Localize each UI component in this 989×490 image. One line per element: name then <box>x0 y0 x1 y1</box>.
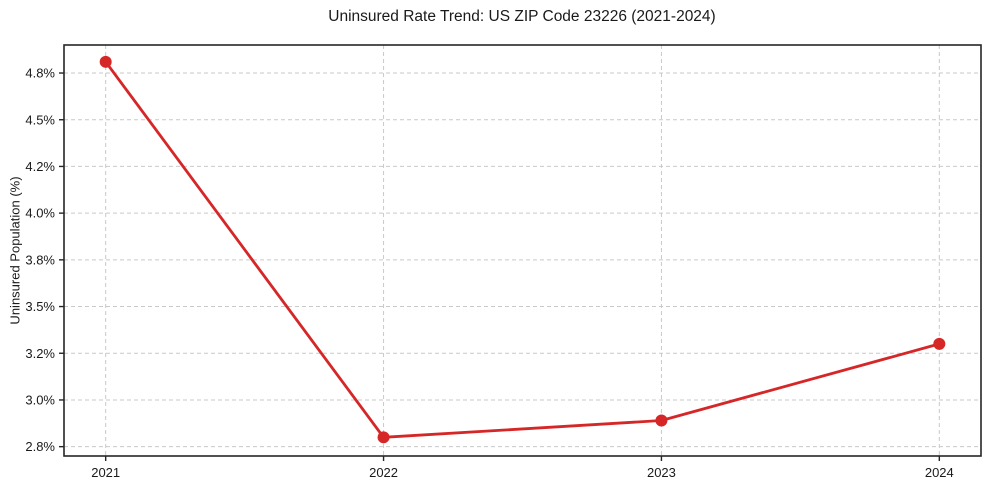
y-axis-label: Uninsured Population (%) <box>8 176 23 324</box>
x-tick-label: 2023 <box>647 465 676 480</box>
y-tick-label: 3.5% <box>25 299 55 314</box>
series-uninsured-rate <box>99 55 946 444</box>
y-tick-label: 4.5% <box>25 112 55 127</box>
gridlines <box>64 45 981 456</box>
x-tick-label: 2021 <box>91 465 120 480</box>
y-tick-label: 3.2% <box>25 346 55 361</box>
x-tick-label: 2022 <box>369 465 398 480</box>
y-tick-label: 2.8% <box>25 439 55 454</box>
trend-line <box>104 60 941 439</box>
y-tick-label: 4.2% <box>25 159 55 174</box>
y-tick-label: 4.8% <box>25 66 55 81</box>
data-point-marker <box>933 337 946 350</box>
data-point-marker <box>655 414 668 427</box>
axis-ticks <box>59 72 941 461</box>
x-tick-label: 2024 <box>925 465 954 480</box>
plot-frame <box>63 44 982 457</box>
y-tick-label: 4.0% <box>25 206 55 221</box>
data-point-marker <box>99 55 112 68</box>
chart-title: Uninsured Rate Trend: US ZIP Code 23226 … <box>328 8 715 25</box>
axis-tick-labels: 2.8% 3.0% 3.2% 3.5% 3.8% 4.0% 4.2% 4.5% 4.8% 2021… <box>25 66 953 480</box>
data-point-marker <box>377 431 390 444</box>
y-tick-label: 3.0% <box>25 393 55 408</box>
y-tick-label: 3.8% <box>25 252 55 267</box>
